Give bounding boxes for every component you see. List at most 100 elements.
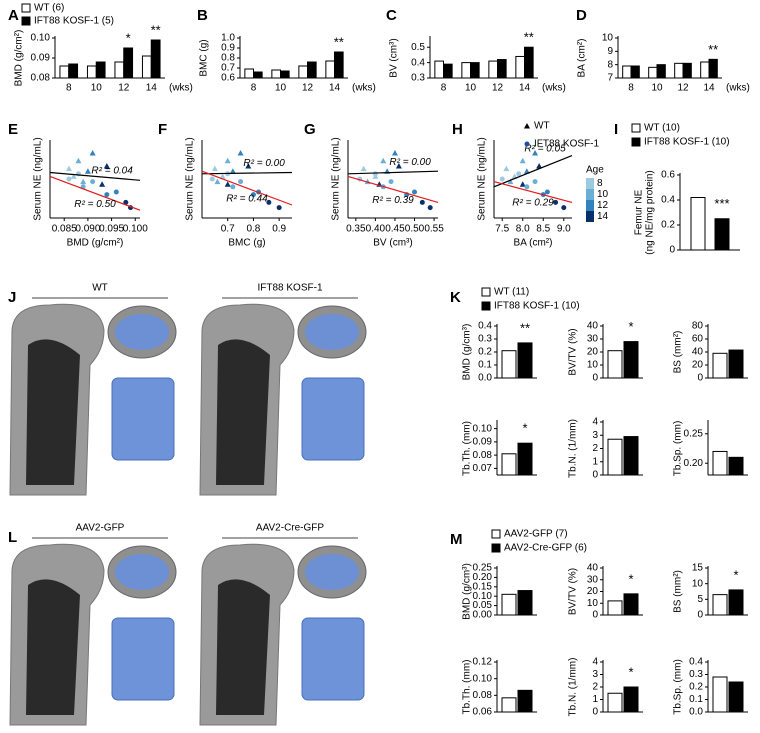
- bar: [325, 60, 335, 79]
- y-tick-label: 0.6: [661, 170, 675, 181]
- y-tick-label: 10: [692, 578, 704, 589]
- r-squared: R² = 0.00: [243, 158, 285, 169]
- point: [224, 157, 231, 164]
- y-tick-label: 7: [607, 73, 613, 84]
- legend-label: WT: [534, 121, 550, 132]
- trabecular-cube: [301, 377, 365, 461]
- bar: [607, 600, 623, 616]
- trabecular-region: [26, 579, 80, 715]
- y-tick-label: 0.05: [473, 600, 493, 611]
- x-axis-title: BA (cm²): [514, 238, 553, 249]
- panel-letter: M: [450, 531, 463, 548]
- y-tick-label: 0.1: [478, 360, 492, 371]
- x-axis-title: BMD (g/cm²): [67, 238, 124, 249]
- y-tick-label: 3: [592, 669, 598, 680]
- bar: [712, 450, 728, 476]
- bar: [488, 60, 498, 79]
- y-tick-label: 0.08: [31, 73, 51, 84]
- bar: [712, 352, 728, 379]
- bar: [607, 350, 623, 379]
- r-squared: R² = 0.00: [389, 157, 431, 168]
- y-tick-label: 0: [697, 373, 703, 384]
- y-tick-label: 20: [692, 360, 704, 371]
- legend-swatch: [631, 123, 641, 133]
- y-tick-label: 0.20: [684, 458, 704, 469]
- x-tick-label: 0.095: [99, 224, 124, 235]
- bar: [630, 65, 640, 79]
- bar: [517, 689, 533, 713]
- point: [66, 176, 72, 182]
- bar: [728, 589, 744, 616]
- y-tick-label: 0.12: [473, 657, 493, 668]
- x-tick-label: 8: [251, 83, 257, 94]
- point: [214, 178, 221, 185]
- bar: [690, 197, 706, 251]
- point: [427, 205, 433, 211]
- fit-line: [347, 170, 439, 175]
- y-tick-label: 0.4: [478, 321, 492, 332]
- y-axis-title: Femur NE: [634, 189, 645, 235]
- legend-swatch: [481, 301, 491, 311]
- bar: [68, 63, 79, 79]
- x-tick-label: 0.090: [75, 224, 100, 235]
- trabecular-region: [216, 339, 270, 485]
- y-tick-label: 0.20: [473, 572, 493, 583]
- colorbar-title: Age: [586, 165, 604, 176]
- y-tick-label: 0.2: [661, 220, 675, 231]
- x-unit: (wks): [542, 83, 566, 94]
- point: [372, 171, 378, 177]
- y-tick-label: 0.1: [689, 694, 703, 705]
- y-tick-label: 0.3: [411, 73, 425, 84]
- point: [224, 181, 231, 187]
- bar: [244, 68, 255, 79]
- bar: [501, 453, 517, 476]
- trabecular-section: [115, 314, 169, 350]
- bar: [501, 697, 517, 713]
- significance: *: [628, 571, 633, 586]
- y-tick-label: 0.00: [473, 610, 493, 621]
- panel-letter: D: [576, 7, 587, 24]
- x-tick-label: 12: [492, 83, 504, 94]
- legend-label: IFT88 KOSF-1 (10): [644, 137, 730, 148]
- legend-label: IFT88 KOSF-1 (10): [494, 301, 580, 312]
- y-tick-label: 40: [587, 563, 599, 574]
- y-tick-label: 0.2: [689, 682, 703, 693]
- y-tick-label: 40: [587, 321, 599, 332]
- x-axis-title: BV (cm³): [373, 238, 412, 249]
- fit-line: [49, 171, 141, 181]
- y-tick-label: 1.0: [221, 33, 235, 44]
- point: [104, 192, 110, 198]
- y-axis-title: BS (mm²): [673, 331, 684, 374]
- panel-letter: J: [8, 289, 16, 306]
- bar: [470, 62, 480, 79]
- point: [519, 157, 526, 164]
- bar: [622, 65, 632, 79]
- bar: [307, 61, 317, 79]
- bar: [674, 62, 684, 79]
- point: [99, 181, 106, 187]
- y-tick-label: 20: [587, 586, 599, 597]
- y-tick-label: 0.25: [684, 428, 704, 439]
- y-tick-label: 80: [692, 321, 704, 332]
- point: [90, 179, 96, 185]
- panel-letter: C: [386, 7, 397, 24]
- bar: [607, 438, 623, 476]
- panel-letter: F: [158, 121, 167, 138]
- bar: [712, 594, 728, 616]
- legend-swatch: [631, 137, 641, 147]
- y-tick-label: 0.2: [478, 347, 492, 358]
- bar: [623, 436, 639, 476]
- panel-letter: E: [8, 121, 18, 138]
- y-tick-label: 3: [592, 430, 598, 441]
- y-tick-label: 0.9: [221, 43, 235, 54]
- significance: *: [628, 664, 633, 679]
- y-tick-label: 0.4: [689, 657, 703, 668]
- r-squared: R² = 0.50: [74, 199, 116, 210]
- y-axis-title: Tb.Sp. (mm): [673, 659, 684, 715]
- fit-line: [201, 171, 293, 175]
- y-tick-label: 30: [587, 574, 599, 585]
- bar: [648, 66, 658, 79]
- bar: [86, 65, 97, 79]
- point: [553, 199, 559, 205]
- y-tick-label: 60: [692, 334, 704, 345]
